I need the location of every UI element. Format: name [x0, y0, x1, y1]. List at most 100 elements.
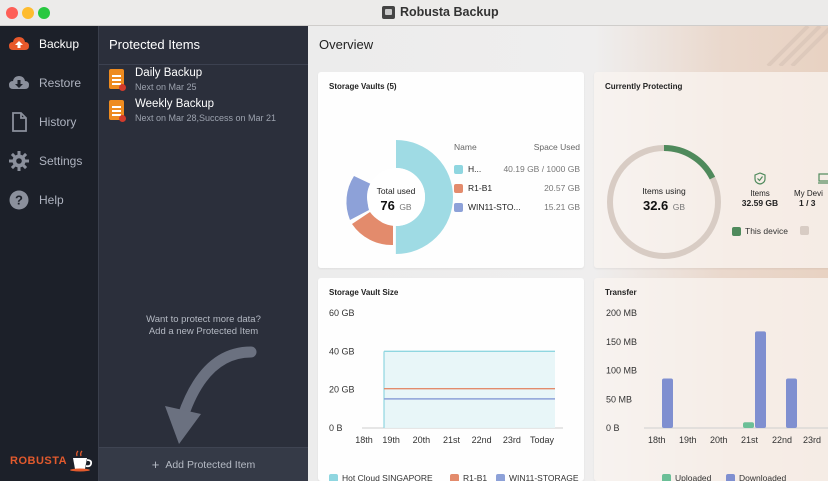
- logo-text: ROBUSTA: [10, 455, 68, 467]
- protected-item-name: Weekly Backup: [135, 98, 215, 110]
- donut-center: Total used 76 GB: [358, 186, 434, 215]
- window-title: Robusta Backup: [382, 5, 499, 19]
- legend-other-devices: [800, 226, 809, 235]
- items-stat: Items 32.59 GB: [734, 189, 786, 208]
- vault-name: WIN11-STO...: [468, 202, 521, 212]
- x-tick-label: 23rd: [803, 435, 821, 445]
- items-value: 32.59 GB: [741, 198, 779, 208]
- legend-label: R1-B1: [463, 473, 488, 481]
- vault-name: H...: [468, 164, 482, 174]
- protected-items-panel: Protected Items Daily Backup Next on Mar…: [98, 26, 308, 481]
- sidebar-item-help[interactable]: ? Help: [0, 182, 98, 218]
- x-tick-label: 22nd: [472, 435, 492, 445]
- divider: [99, 64, 308, 65]
- legend-item: R1-B1: [450, 473, 487, 481]
- x-tick-label: 18th: [648, 435, 666, 445]
- transfer-chart: 200 MB 150 MB 100 MB 50 MB 0 B 18th 19th 20th 21…: [606, 308, 828, 445]
- devices-icon: [818, 173, 828, 184]
- vault-space: 40.19 GB / 1000 GB: [503, 164, 580, 174]
- items-label: Items: [750, 189, 770, 198]
- devices-value: 1 / 3: [799, 198, 816, 208]
- ring-value: 32.6: [642, 198, 669, 213]
- sidebar-item-label: Help: [39, 193, 64, 207]
- legend-swatch: [450, 473, 459, 481]
- card-title: Storage Vaults (5): [329, 82, 397, 91]
- sidebar-nav: Backup Restore History Setting: [0, 26, 98, 481]
- y-tick-label: 60 GB: [329, 308, 355, 318]
- storage-vaults-card[interactable]: Storage Vaults (5) Total used 76 GB Name…: [318, 72, 584, 268]
- sidebar-item-settings[interactable]: Settings: [0, 143, 98, 179]
- add-protected-item-label: Add Protected Item: [165, 458, 256, 471]
- sidebar-item-label: Backup: [39, 37, 80, 51]
- devices-stat: My Devi 1 / 3: [794, 189, 823, 208]
- protected-item-weekly-backup[interactable]: Weekly Backup Next on Mar 28,Success on …: [109, 98, 304, 128]
- vault-color-swatch: [454, 184, 463, 193]
- donut-segment-r1-b1: [352, 212, 393, 246]
- y-tick-label: 100 MB: [606, 366, 637, 376]
- vault-color-swatch: [454, 203, 463, 212]
- card-title: Storage Vault Size: [329, 288, 399, 297]
- storage-vault-size-card[interactable]: Storage Vault Size 60 GB 40 GB 20 GB 0 B 18t…: [318, 278, 584, 481]
- ring-label: Items using: [642, 186, 686, 196]
- storage-vault-size-chart: 60 GB 40 GB 20 GB 0 B 18th 19th 20th 21st 22nd 23…: [329, 308, 563, 445]
- legend-swatch: [496, 473, 505, 481]
- backup-document-icon: [109, 100, 126, 122]
- protected-item-name: Daily Backup: [135, 67, 203, 79]
- y-tick-label: 200 MB: [606, 308, 637, 318]
- question-icon: ?: [9, 190, 29, 210]
- cloud-download-icon: [9, 76, 29, 89]
- add-item-hint: Want to protect more data? Add a new Pro…: [99, 314, 308, 338]
- sidebar-item-history[interactable]: History: [0, 104, 98, 140]
- storage-donut-chart: [339, 140, 453, 254]
- sidebar-item-backup[interactable]: Backup: [0, 26, 98, 62]
- bar-downloaded: [786, 378, 797, 428]
- robusta-logo: ROBUSTA: [10, 450, 95, 472]
- legend-swatch: [726, 473, 735, 481]
- bar-downloaded: [755, 331, 766, 428]
- protected-item-schedule: Next on Mar 25: [135, 82, 197, 92]
- column-header-space: Space Used: [533, 142, 580, 152]
- close-window-button[interactable]: [6, 7, 18, 19]
- legend-this-device: This device: [732, 226, 788, 236]
- legend-label: Downloaded: [739, 473, 787, 481]
- x-tick-label: 20th: [413, 435, 431, 445]
- x-tick-label: Today: [530, 435, 555, 445]
- app-icon: [382, 5, 395, 19]
- sidebar-item-restore[interactable]: Restore: [0, 65, 98, 101]
- decorative-stripes: [766, 26, 828, 66]
- svg-text:?: ?: [15, 193, 23, 208]
- legend-swatch: [662, 473, 671, 481]
- x-tick-label: 23rd: [503, 435, 521, 445]
- zoom-window-button[interactable]: [38, 7, 50, 19]
- bar-downloaded: [662, 378, 673, 428]
- vault-name: R1-B1: [468, 183, 493, 193]
- legend-swatch: [329, 473, 338, 481]
- add-protected-item-button[interactable]: + Add Protected Item: [99, 447, 308, 481]
- cloud-upload-icon: [9, 37, 29, 50]
- legend-swatch: [800, 226, 809, 235]
- protected-item-daily-backup[interactable]: Daily Backup Next on Mar 25: [109, 67, 304, 97]
- backup-document-icon: [109, 69, 126, 91]
- card-title: Currently Protecting: [605, 82, 683, 91]
- hint-line: Want to protect more data?: [146, 314, 261, 325]
- x-tick-label: 21st: [443, 435, 461, 445]
- currently-protecting-card[interactable]: Currently Protecting Items using 32.6 GB…: [594, 72, 828, 268]
- ring-progress: [607, 145, 721, 259]
- x-tick-label: 21st: [741, 435, 759, 445]
- sidebar-item-label: Restore: [39, 76, 82, 90]
- overview-title: Overview: [319, 37, 374, 52]
- x-tick-label: 20th: [710, 435, 728, 445]
- donut-segment-win11-storage: [346, 176, 373, 220]
- x-tick-label: 19th: [679, 435, 697, 445]
- vault-row[interactable]: R1-B1 20.57 GB: [454, 182, 580, 196]
- vault-row[interactable]: WIN11-STO... 15.21 GB: [454, 201, 580, 215]
- legend-swatch: [732, 226, 741, 236]
- vault-space: 15.21 GB: [544, 202, 580, 212]
- minimize-window-button[interactable]: [22, 7, 34, 19]
- donut-label: Total used: [376, 186, 416, 196]
- x-tick-label: 18th: [355, 435, 373, 445]
- vault-row[interactable]: H... 40.19 GB / 1000 GB: [454, 163, 580, 177]
- devices-label: My Devi: [794, 189, 823, 198]
- transfer-card[interactable]: Transfer 200 MB 150 MB 100 MB 50 MB 0 B 18th 1…: [594, 278, 828, 481]
- legend-label: WIN11-STORAGE: [509, 473, 579, 481]
